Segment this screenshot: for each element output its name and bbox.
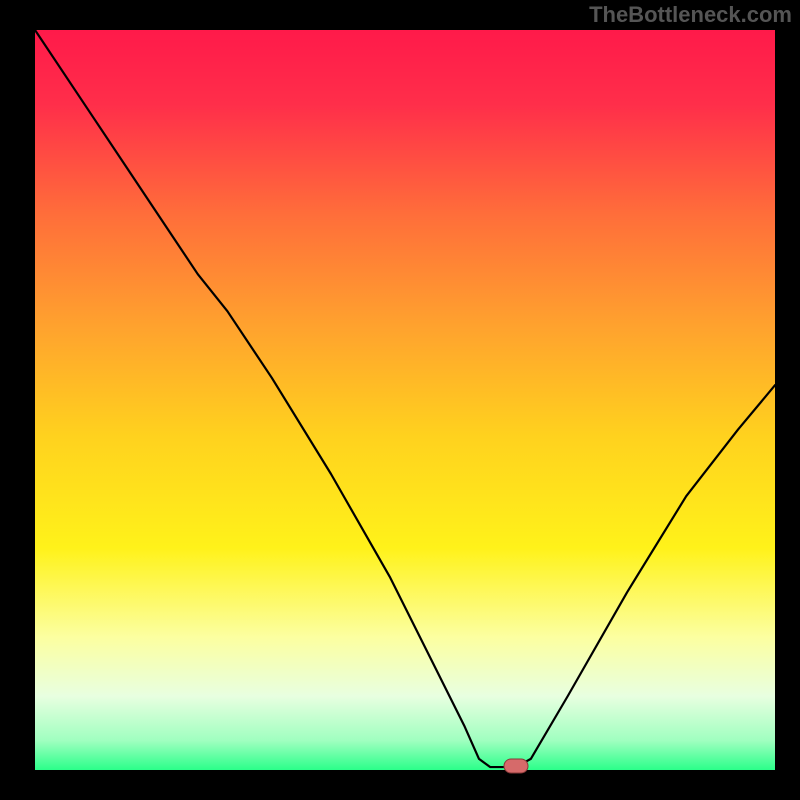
optimal-point-marker xyxy=(504,759,528,773)
watermark-text: TheBottleneck.com xyxy=(589,2,792,28)
bottleneck-curve xyxy=(35,30,775,770)
plot-area xyxy=(35,30,775,770)
